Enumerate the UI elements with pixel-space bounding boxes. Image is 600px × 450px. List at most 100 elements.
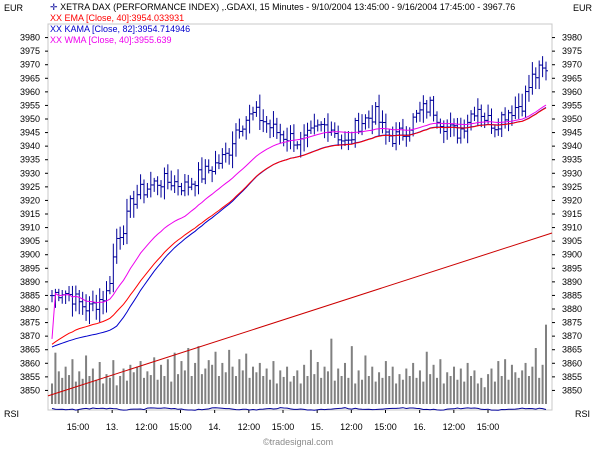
volume-bar: [88, 376, 91, 404]
volume-bar: [453, 366, 456, 404]
rsi-line: [51, 407, 547, 411]
volume-bar: [524, 362, 527, 404]
volume-bar: [330, 338, 333, 404]
y-tick-label: 3885: [20, 290, 40, 300]
volume-bar: [388, 376, 391, 404]
volume-bar: [91, 368, 94, 404]
volume-bar: [480, 377, 483, 404]
volume-bar: [316, 362, 319, 404]
volume-bar: [326, 371, 329, 404]
volume-bar: [418, 370, 421, 404]
volume-bar: [384, 361, 387, 404]
volume-bar: [493, 381, 496, 404]
y-tick-label: 3965: [562, 73, 582, 83]
volume-bar: [517, 377, 520, 404]
volume-bar: [487, 374, 490, 404]
volume-bar: [476, 383, 479, 404]
volume-bar: [289, 381, 292, 404]
plot-area-frame: [47, 23, 553, 411]
x-tick-label: 15:00: [169, 422, 192, 432]
volume-bar: [347, 377, 350, 404]
x-tick-label: 15:00: [67, 422, 90, 432]
volume-bar: [129, 364, 132, 404]
volume-bar: [497, 361, 500, 404]
volume-bar: [490, 368, 493, 404]
volume-bar: [378, 372, 381, 404]
instrument-title: ✛ XETRA DAX (PERFORMANCE INDEX) ,.GDAXI,…: [50, 2, 515, 13]
y-tick-label: 3965: [20, 73, 40, 83]
volume-bar: [146, 371, 149, 404]
y-tick-label: 3930: [20, 168, 40, 178]
legend-ema[interactable]: XX EMA [Close, 40]:3954.033931: [50, 13, 185, 23]
volume-bar: [187, 348, 190, 404]
x-tick-label: 13.: [106, 422, 119, 432]
y-tick-label: 3875: [20, 318, 40, 328]
volume-bar: [309, 349, 312, 404]
volume-bar: [231, 366, 234, 404]
y-tick-label: 3870: [562, 331, 582, 341]
volume-bar: [391, 366, 394, 404]
moving-averages: [51, 104, 547, 348]
volume-bar: [207, 360, 210, 404]
watermark: ©tradesignal.com: [263, 437, 334, 447]
volume-bar: [350, 346, 353, 404]
volume-bar: [81, 378, 84, 404]
volume-bar: [224, 372, 227, 404]
legend-kama[interactable]: XX KAMA [Close, 82]:3954.714946: [50, 24, 191, 34]
volume-bar: [252, 366, 255, 404]
y-tick-label: 3880: [20, 304, 40, 314]
volume-bar: [432, 364, 435, 404]
volume-bar: [507, 379, 510, 404]
trendline: [47, 232, 553, 397]
volume-bar: [85, 355, 88, 404]
volume-bar: [527, 376, 530, 404]
volume-bar: [374, 381, 377, 404]
volume-bar: [149, 375, 152, 404]
y-tick-label: 3960: [562, 87, 582, 97]
trendline-layer: [47, 232, 553, 397]
y-tick-label: 3945: [562, 128, 582, 138]
volume-bar: [132, 372, 135, 404]
volume-bar: [214, 351, 217, 404]
y-tick-label: 3910: [562, 223, 582, 233]
volume-bar: [177, 374, 180, 404]
volume-bar: [442, 383, 445, 404]
volume-bar: [78, 371, 81, 404]
volume-bar: [439, 359, 442, 404]
volume-bar: [163, 376, 166, 404]
rsi-label-right: RSI: [575, 409, 591, 419]
volume-bar: [286, 366, 289, 404]
volume-bar: [279, 370, 282, 404]
legend-wma[interactable]: XX WMA [Close, 40]:3955.639: [50, 35, 172, 45]
volume-bar: [255, 372, 258, 404]
y-tick-label: 3900: [20, 250, 40, 260]
volume-bar: [449, 376, 452, 404]
y-tick-label: 3955: [562, 100, 582, 110]
volume-bar: [313, 374, 316, 404]
y-tick-label: 3890: [562, 277, 582, 287]
y-tick-label: 3910: [20, 223, 40, 233]
volume-bar: [136, 366, 139, 404]
y-tick-label: 3865: [562, 345, 582, 355]
x-axis: 15:00 13. 12:00 15:00 14. 12:00 15:00 15. 12:00 1…: [67, 410, 500, 432]
volume-bar: [340, 376, 343, 404]
volume-bar: [401, 379, 404, 404]
volume-bar: [119, 376, 122, 404]
volume-bar: [429, 374, 432, 404]
y-tick-label: 3975: [562, 46, 582, 56]
volume-bar: [405, 368, 408, 404]
volume-bar: [343, 362, 346, 404]
y-tick-label: 3850: [562, 385, 582, 395]
volume-bar: [64, 366, 67, 404]
volume-bar: [303, 364, 306, 404]
y-tick-label: 3970: [20, 60, 40, 70]
y-tick-label: 3925: [562, 182, 582, 192]
volume-bar: [408, 376, 411, 404]
volume-bar: [483, 387, 486, 404]
x-tick-label: 15:00: [477, 422, 500, 432]
volume-bar: [412, 362, 415, 404]
rsi-label-left: RSI: [4, 409, 20, 419]
volume-bar: [435, 377, 438, 404]
y-tick-label: 3870: [20, 331, 40, 341]
y-tick-label: 3900: [562, 250, 582, 260]
